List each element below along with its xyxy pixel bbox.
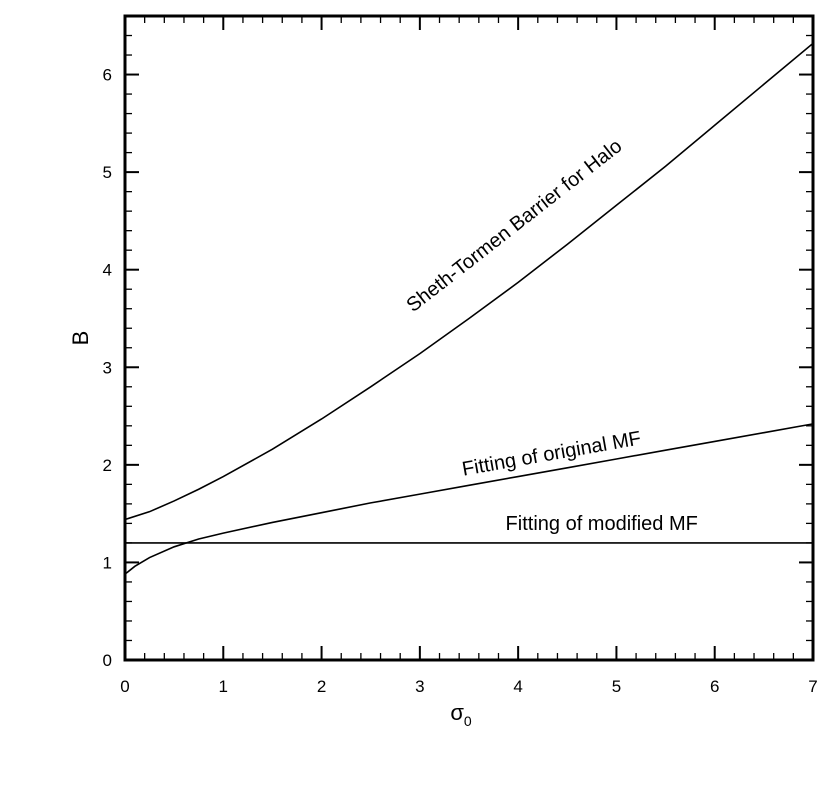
x-tick-label: 0 [120,677,129,696]
y-tick-label: 5 [103,163,112,182]
x-tick-label: 7 [808,677,817,696]
y-tick-label: 1 [103,553,112,572]
x-axis-label: σ0 [450,700,472,729]
x-tick-label: 2 [317,677,326,696]
annotation-label-2: Fitting of original MF [460,427,642,480]
annotation-label-3: Fitting of modified MF [506,513,698,535]
series-line-1 [125,42,813,521]
annotation-label-1: Sheth-Tormen Barrier for Halo [403,135,627,317]
y-tick-label: 6 [103,66,112,85]
x-tick-label: 6 [710,677,719,696]
y-axis-label: B [68,331,93,346]
x-tick-label: 3 [415,677,424,696]
x-tick-label: 4 [513,677,522,696]
plot-area: 0 1 2 3 4 5 6 7 0 1 2 3 4 5 6 σ0 B Sheth-Tormen Barrier f… [68,14,818,729]
y-tick-label: 2 [103,456,112,475]
plot-frame [123,14,815,662]
y-tick-label: 0 [103,651,112,670]
y-tick-label: 4 [103,261,112,280]
x-tick-label: 5 [612,677,621,696]
y-tick-label: 3 [103,358,112,377]
series-line-2 [125,423,813,575]
x-tick-label: 1 [219,677,228,696]
